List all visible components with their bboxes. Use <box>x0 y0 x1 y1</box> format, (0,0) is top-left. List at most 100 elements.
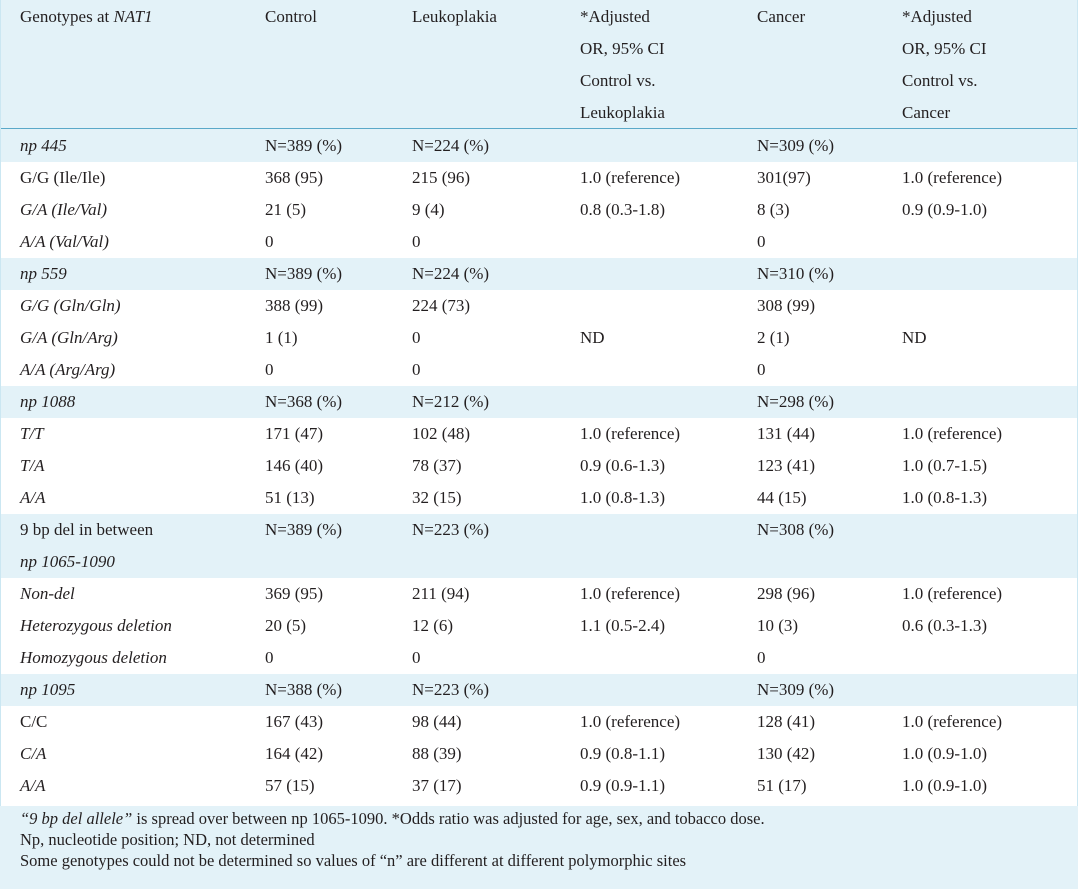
table-row: T/A 146 (40) 78 (37) 0.9 (0.6-1.3) 123 (41) 1… <box>0 450 1078 482</box>
cell-leukoplakia: N=223 (%) <box>392 514 560 546</box>
table-row: A/A (Arg/Arg) 0 0 0 <box>0 354 1078 386</box>
header-or-cancer-line-2: OR, 95% CI <box>902 39 987 58</box>
cell-control: 0 <box>265 648 274 667</box>
cell-control: N=389 (%) <box>245 129 392 162</box>
cell-or-cancer: 0.6 (0.3-1.3) <box>902 616 987 635</box>
cell-leukoplakia: 0 <box>412 328 421 347</box>
header-or-cancer-line-4: Cancer <box>902 103 951 122</box>
table-row: Heterozygous deletion 20 (5) 12 (6) 1.1 (0.… <box>0 610 1078 642</box>
header-gene-name: NAT1 <box>113 7 153 26</box>
cell-or-cancer <box>882 514 1078 546</box>
cell-genotype: G/G (Gln/Gln) <box>20 296 121 315</box>
cell-control: 0 <box>265 232 274 251</box>
cell-cancer: N=308 (%) <box>737 514 882 546</box>
cell-control: N=388 (%) <box>245 674 392 706</box>
cell-control: N=389 (%) <box>245 514 392 546</box>
table-row: G/G (Ile/Ile) 368 (95) 215 (96) 1.0 (refere… <box>0 162 1078 194</box>
cell-or-leukoplakia: 1.1 (0.5-2.4) <box>580 616 665 635</box>
header-or-leuko-line-2: OR, 95% CI <box>580 39 665 58</box>
cell-leukoplakia: 78 (37) <box>412 456 462 475</box>
cell-control: 388 (99) <box>265 296 324 315</box>
cell-or-cancer: 1.0 (0.7-1.5) <box>902 456 987 475</box>
table-row: np 1088 N=368 (%) N=212 (%) N=298 (%) <box>0 386 1078 418</box>
header-rule <box>0 128 1078 129</box>
cell-control <box>245 546 392 578</box>
cell-or-leukoplakia: 0.9 (0.6-1.3) <box>580 456 665 475</box>
cell-or-cancer <box>882 674 1078 706</box>
data-table: Genotypes at NAT1 Control Leukoplakia *A… <box>0 0 1078 802</box>
cell-leukoplakia: 0 <box>412 232 421 251</box>
table-row: C/C 167 (43) 98 (44) 1.0 (reference) 128 (41… <box>0 706 1078 738</box>
cell-genotype: np 445 <box>0 129 245 162</box>
cell-or-cancer: 1.0 (0.9-1.0) <box>902 776 987 795</box>
cell-or-cancer <box>882 258 1078 290</box>
table-row: G/G (Gln/Gln) 388 (99) 224 (73) 308 (99) <box>0 290 1078 322</box>
cell-cancer: 10 (3) <box>757 616 799 635</box>
cell-cancer: 2 (1) <box>757 328 790 347</box>
header-genotypes-prefix: Genotypes at <box>20 7 114 26</box>
cell-genotype: Homozygous deletion <box>20 648 167 667</box>
cell-or-leukoplakia <box>560 129 737 162</box>
cell-or-leukoplakia: 1.0 (reference) <box>580 424 681 443</box>
cell-or-leukoplakia <box>560 674 737 706</box>
cell-control: 21 (5) <box>265 200 307 219</box>
cell-genotype: A/A (Arg/Arg) <box>20 360 116 379</box>
cell-or-cancer <box>882 226 1078 258</box>
cell-cancer: 51 (17) <box>757 776 807 795</box>
cell-or-cancer <box>882 290 1078 322</box>
cell-cancer: N=309 (%) <box>737 129 882 162</box>
cell-cancer: N=310 (%) <box>737 258 882 290</box>
cell-control: 167 (43) <box>265 712 324 731</box>
table-row: np 559 N=389 (%) N=224 (%) N=310 (%) <box>0 258 1078 290</box>
cell-or-leukoplakia <box>560 546 737 578</box>
header-control: Control <box>265 7 317 26</box>
cell-genotype: C/C <box>20 712 48 731</box>
cell-leukoplakia: 224 (73) <box>412 296 471 315</box>
cell-or-cancer: 1.0 (reference) <box>902 712 1003 731</box>
table-row: A/A 57 (15) 37 (17) 0.9 (0.9-1.1) 51 (17) 1.0… <box>0 770 1078 802</box>
cell-genotype: np 1065-1090 <box>0 546 245 578</box>
cell-cancer: N=309 (%) <box>737 674 882 706</box>
header-or-cancer-line-1: *Adjusted <box>902 7 972 26</box>
cell-or-cancer: 0.9 (0.9-1.0) <box>902 200 987 219</box>
cell-or-leukoplakia <box>560 290 737 322</box>
cell-genotype: 9 bp del in between <box>0 514 245 546</box>
cell-cancer: 308 (99) <box>757 296 816 315</box>
cell-or-leukoplakia <box>560 354 737 386</box>
table-body: Genotypes at NAT1 Control Leukoplakia *A… <box>0 0 1078 802</box>
cell-or-leukoplakia <box>560 386 737 418</box>
cell-genotype: T/A <box>20 456 45 475</box>
cell-leukoplakia: 0 <box>412 360 421 379</box>
table-footnote: “9 bp del allele” is spread over between… <box>0 806 1078 889</box>
cell-control: 369 (95) <box>265 584 324 603</box>
header-or-cancer-line-3: Control vs. <box>902 71 978 90</box>
cell-genotype: A/A <box>20 488 46 507</box>
cell-leukoplakia: 98 (44) <box>412 712 462 731</box>
header-or-leukoplakia: *Adjusted OR, 95% CI Control vs. Leukoplaki… <box>560 0 737 129</box>
table-row: G/A (Ile/Val) 21 (5) 9 (4) 0.8 (0.3-1.8) 8 (… <box>0 194 1078 226</box>
cell-or-leukoplakia: 1.0 (reference) <box>580 712 681 731</box>
cell-leukoplakia: 9 (4) <box>412 200 445 219</box>
cell-control: 146 (40) <box>265 456 324 475</box>
cell-leukoplakia: N=224 (%) <box>392 129 560 162</box>
cell-genotype: C/A <box>20 744 47 763</box>
table-row: Non-del 369 (95) 211 (94) 1.0 (reference) 29… <box>0 578 1078 610</box>
cell-control: 164 (42) <box>265 744 324 763</box>
table-row: C/A 164 (42) 88 (39) 0.9 (0.8-1.1) 130 (42) 1… <box>0 738 1078 770</box>
cell-genotype: T/T <box>20 424 44 443</box>
cell-leukoplakia: 32 (15) <box>412 488 462 507</box>
cell-or-cancer: 1.0 (reference) <box>902 424 1003 443</box>
cell-control: 20 (5) <box>265 616 307 635</box>
cell-control: 1 (1) <box>265 328 298 347</box>
footnote-allele-term: “9 bp del allele” <box>20 809 133 828</box>
header-or-leuko-line-1: *Adjusted <box>580 7 650 26</box>
header-cancer: Cancer <box>757 7 806 26</box>
cell-genotype: Non-del <box>20 584 75 603</box>
cell-leukoplakia: 0 <box>412 648 421 667</box>
table-row: np 1095 N=388 (%) N=223 (%) N=309 (%) <box>0 674 1078 706</box>
cell-leukoplakia: 102 (48) <box>412 424 471 443</box>
cell-genotype: np 559 <box>0 258 245 290</box>
cell-or-leukoplakia: ND <box>580 328 605 347</box>
cell-cancer: 44 (15) <box>757 488 807 507</box>
cell-genotype: G/A (Gln/Arg) <box>20 328 118 347</box>
